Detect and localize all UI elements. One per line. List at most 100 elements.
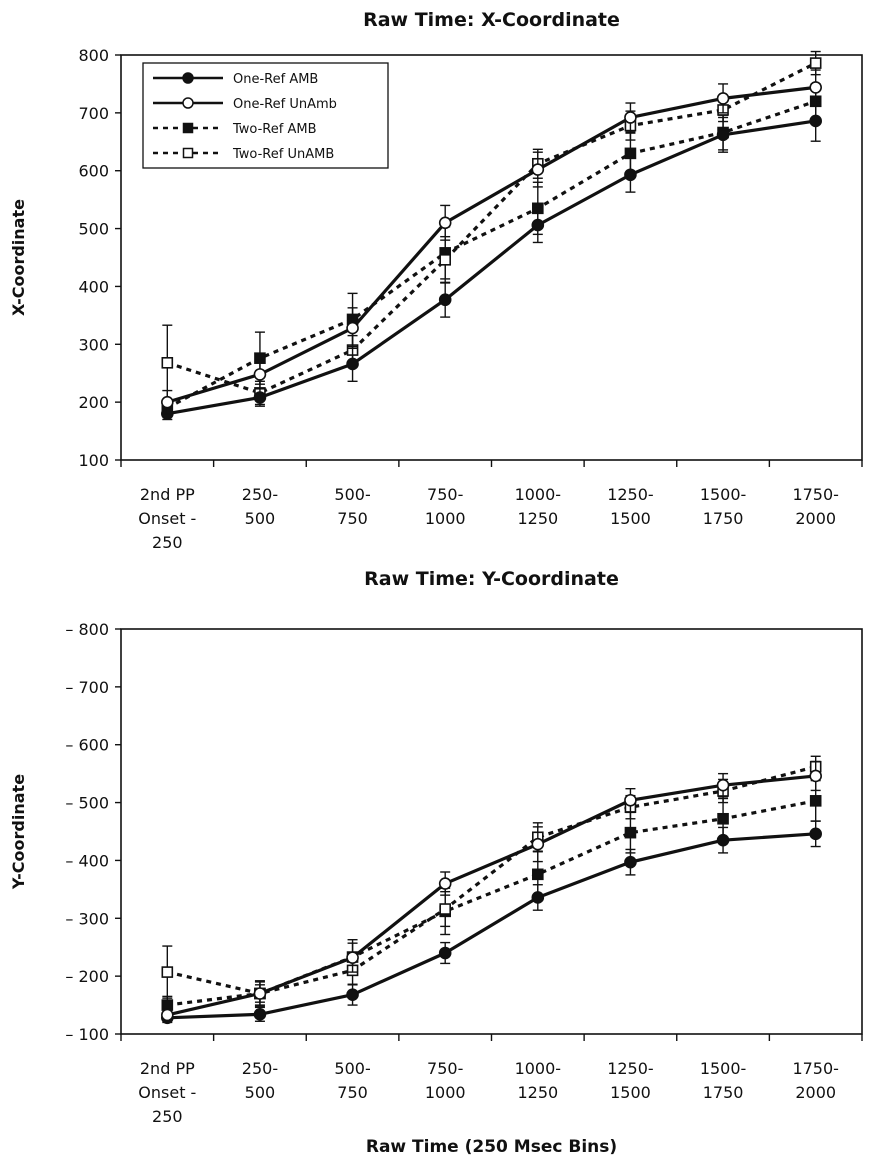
- data-point: [716, 778, 730, 792]
- y-tick-label: 200: [78, 393, 109, 412]
- x-tick-label-line: 250: [152, 1107, 183, 1126]
- data-point: [809, 114, 822, 128]
- data-point: [439, 254, 451, 266]
- legend-label: One-Ref UnAmb: [233, 97, 337, 112]
- series-line: [167, 832, 816, 1020]
- y-tick-label: – 600: [65, 736, 109, 755]
- x-tick-label: 2nd PP Onset - 250: [138, 485, 196, 552]
- y-tick-label: – 700: [65, 678, 109, 697]
- y-tick-label: 300: [78, 335, 109, 354]
- x-tick-label: 750- 1000: [425, 485, 466, 528]
- x-tick-label-line: 500: [245, 509, 276, 528]
- series-line: [166, 85, 816, 404]
- x-tick-label-line: 1250: [517, 1083, 558, 1102]
- data-point: [438, 216, 452, 230]
- x-tick-label-line: 2nd PP: [140, 1059, 195, 1078]
- data-point: [624, 168, 637, 182]
- data-point: [809, 769, 822, 783]
- data-point: [346, 951, 359, 964]
- x-tick-label-line: 250-: [242, 485, 278, 504]
- data-point: [624, 855, 637, 869]
- data-point: [809, 81, 822, 94]
- y-axis-label: X-Coordinate: [9, 199, 28, 316]
- series-line: [166, 774, 816, 1017]
- x-tick-label-line: 250-: [242, 1059, 278, 1078]
- data-point: [161, 966, 174, 978]
- data-point: [717, 812, 729, 825]
- x-tick-label-line: Onset -: [138, 509, 196, 528]
- data-point: [809, 57, 822, 69]
- data-point: [253, 987, 267, 1000]
- legend-label: Two-Ref UnAMB: [232, 147, 334, 162]
- x-tick-label-line: 500-: [334, 1059, 370, 1078]
- x-tick-label-line: 2000: [795, 509, 836, 528]
- data-point: [253, 391, 267, 404]
- y-axis-label: Y-Coordinate: [9, 774, 28, 890]
- series-line: [167, 799, 816, 1007]
- x-tick-label: 500- 750: [334, 485, 370, 528]
- x-tick-label: 250- 500: [242, 1059, 278, 1102]
- data-point: [438, 946, 452, 960]
- data-point: [809, 795, 822, 807]
- series-line: [166, 99, 817, 410]
- data-point: [253, 368, 267, 381]
- x-tick-label-line: 500: [245, 1083, 276, 1102]
- data-point: [346, 357, 359, 371]
- x-tick-label: 1750- 2000: [792, 1059, 839, 1102]
- y-tick-label: – 500: [65, 794, 109, 813]
- legend-marker: [182, 147, 194, 159]
- x-axis-label: Raw Time (250 Msec Bins): [366, 1137, 617, 1157]
- x-tick-label-line: 750-: [427, 485, 463, 504]
- x-tick-label-line: 1750: [703, 509, 744, 528]
- x-tick-label-line: 1000-: [515, 1059, 562, 1078]
- data-point: [253, 1008, 267, 1021]
- y-tick-label: – 100: [65, 1025, 109, 1044]
- x-tick-label: 1750- 2000: [792, 485, 839, 528]
- x-tick-label-line: 1250-: [607, 1059, 654, 1078]
- data-point: [161, 395, 174, 409]
- data-point: [624, 793, 637, 807]
- data-point: [531, 218, 545, 232]
- chart-title: Raw Time: X-Coordinate: [363, 9, 620, 31]
- legend-marker: [182, 122, 194, 134]
- data-point: [531, 163, 545, 176]
- x-tick-label: 1250- 1500: [607, 485, 654, 528]
- legend-marker: [182, 97, 194, 109]
- x-tick-label: 1000- 1250: [515, 485, 562, 528]
- series-one-ref-amb: [161, 100, 822, 421]
- series-line: [166, 765, 817, 996]
- x-tick-label-line: 1750-: [792, 1059, 839, 1078]
- x-tick-label-line: 1250: [517, 509, 558, 528]
- y-tick-label: – 800: [65, 620, 109, 639]
- y-tick-label: 800: [78, 46, 109, 65]
- x-tick-label-line: 2000: [795, 1083, 836, 1102]
- legend-marker: [182, 72, 194, 84]
- data-point: [716, 128, 730, 142]
- y-tick-label: – 400: [65, 851, 109, 870]
- y-tick-label: 100: [78, 451, 109, 470]
- x-tick-label: 250- 500: [242, 485, 278, 528]
- data-point: [809, 827, 822, 841]
- legend-label: Two-Ref AMB: [232, 122, 317, 137]
- x-tick-label-line: 1500-: [700, 1059, 747, 1078]
- x-tick-label-line: 1000: [425, 1083, 466, 1102]
- x-tick-label-line: 750: [337, 1083, 368, 1102]
- x-tick-label-line: 250: [152, 533, 183, 552]
- y-tick-label: 600: [78, 162, 109, 181]
- data-point: [439, 903, 451, 915]
- x-tick-label: 1250- 1500: [607, 1059, 654, 1102]
- y-tick-label: 700: [78, 104, 109, 123]
- series-two-ref-amb: [161, 779, 822, 1015]
- y-tick-label: – 300: [65, 909, 109, 928]
- series-line: [167, 119, 816, 416]
- x-tick-label-line: 2nd PP: [140, 485, 195, 504]
- x-tick-label-line: 1750-: [792, 485, 839, 504]
- data-point: [346, 321, 359, 335]
- x-tick-label-line: 1250-: [607, 485, 654, 504]
- x-tick-label-line: 500-: [334, 485, 370, 504]
- x-tick-label: 1500- 1750: [700, 485, 747, 528]
- x-tick-label-line: Onset -: [138, 1083, 196, 1102]
- chart-title: Raw Time: Y-Coordinate: [364, 568, 619, 590]
- series-one-ref-amb: [161, 820, 822, 1025]
